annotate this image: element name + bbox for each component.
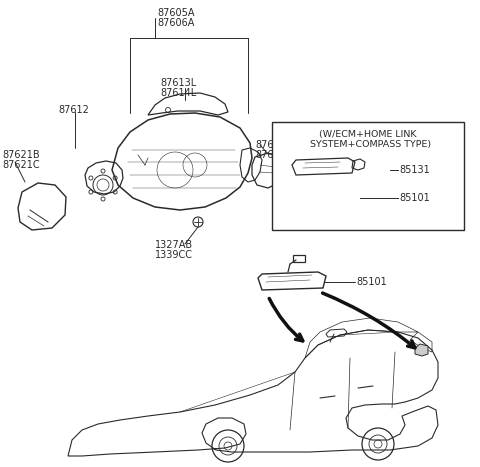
Text: 87606A: 87606A	[157, 18, 194, 28]
Text: 87605A: 87605A	[157, 8, 194, 18]
Text: (W/ECM+HOME LINK: (W/ECM+HOME LINK	[319, 129, 417, 139]
Polygon shape	[415, 344, 428, 356]
Text: 87621C: 87621C	[2, 160, 40, 170]
Text: 85101: 85101	[399, 193, 430, 203]
Text: 87614L: 87614L	[160, 88, 196, 98]
Text: 85101: 85101	[356, 277, 387, 287]
Text: 87621B: 87621B	[2, 150, 40, 160]
Bar	[272, 122, 464, 230]
Text: 85131: 85131	[399, 165, 430, 175]
Text: 87660D: 87660D	[255, 150, 293, 160]
Text: 87650A: 87650A	[255, 140, 292, 150]
Text: 87612: 87612	[58, 105, 89, 115]
Text: 1327AB: 1327AB	[155, 240, 193, 250]
Text: 87613L: 87613L	[160, 78, 196, 88]
Bar	[293, 255, 305, 262]
Text: 1339CC: 1339CC	[155, 250, 193, 260]
Text: SYSTEM+COMPASS TYPE): SYSTEM+COMPASS TYPE)	[304, 141, 432, 149]
